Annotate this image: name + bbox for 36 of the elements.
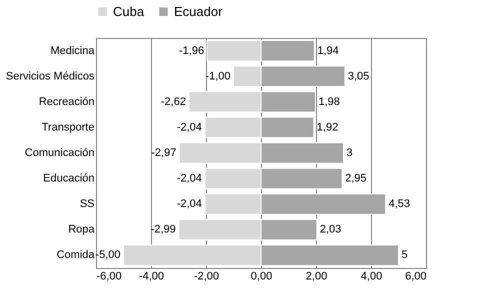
legend-label: Cuba <box>113 4 145 19</box>
data-label: 1,94 <box>317 44 339 57</box>
y-tick-label: Transporte <box>42 121 94 134</box>
data-label: -2,04 <box>176 172 202 185</box>
x-tick-label: -2,00 <box>194 270 220 282</box>
data-label: -2,97 <box>151 147 176 159</box>
data-label: -2,04 <box>176 121 202 134</box>
legend-label: Ecuador <box>174 4 224 19</box>
data-label: -2,04 <box>176 198 202 210</box>
data-label: -2,99 <box>150 224 176 236</box>
y-tick-label: Servicios Médicos <box>6 70 95 82</box>
data-label: 5 <box>402 249 408 262</box>
y-tick-label: Recreación <box>38 96 94 108</box>
data-label: 1,92 <box>316 121 338 134</box>
y-tick-label: Ropa <box>68 224 96 236</box>
x-tick-label: -4,00 <box>138 270 164 282</box>
data-label: 2,95 <box>345 172 367 185</box>
data-label: 2,03 <box>320 224 342 236</box>
data-label: -1,96 <box>179 44 204 57</box>
y-tick-label: Medicina <box>50 44 96 57</box>
data-label: 3,05 <box>348 70 370 82</box>
y-tick-label: Educación <box>43 172 94 185</box>
data-label: -2,62 <box>160 96 186 108</box>
x-tick-label: 2,00 <box>306 270 328 282</box>
x-tick-label: 4,00 <box>360 270 382 282</box>
x-tick-label: -6,00 <box>96 270 122 282</box>
y-tick-label: Comida <box>56 249 96 262</box>
data-label: 4,53 <box>388 198 410 210</box>
data-label: 1,98 <box>318 96 340 108</box>
data-label: 3 <box>346 147 353 159</box>
x-tick-label: 0,00 <box>250 270 272 282</box>
y-tick-label: SS <box>80 198 94 210</box>
data-label: -1,00 <box>205 70 230 82</box>
data-label: -5,00 <box>95 249 120 262</box>
y-tick-label: Comunicación <box>24 147 94 159</box>
x-tick-label: 6,00 <box>405 270 426 282</box>
